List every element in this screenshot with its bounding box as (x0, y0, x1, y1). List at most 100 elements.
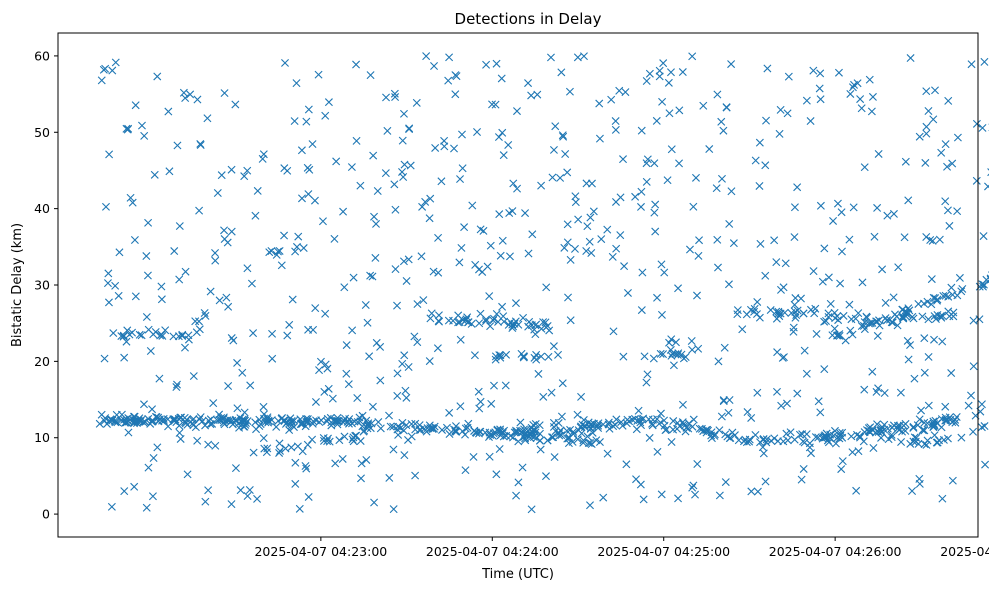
detection-point (352, 136, 361, 145)
detection-point (130, 236, 139, 244)
detection-point (734, 436, 743, 445)
detection-point (594, 421, 603, 430)
detection-point (518, 463, 527, 472)
detection-point (906, 54, 915, 63)
detection-point (474, 265, 483, 274)
detection-point (164, 107, 173, 116)
detection-point (691, 490, 700, 499)
detection-point (659, 59, 668, 68)
detection-point (807, 449, 815, 458)
detection-point (444, 316, 453, 325)
detection-point (586, 501, 594, 510)
detection-point (745, 435, 754, 444)
detection-point (904, 355, 913, 364)
detection-point (434, 311, 443, 320)
detection-point (582, 247, 591, 255)
detection-point (532, 355, 541, 364)
detection-point (944, 307, 953, 316)
detection-point (154, 417, 163, 426)
detection-point (824, 309, 833, 318)
detection-point (783, 109, 792, 118)
detection-point (425, 421, 434, 430)
detection-point (712, 184, 721, 193)
detection-point (150, 170, 159, 179)
detection-point (243, 264, 252, 273)
detection-point (594, 419, 603, 428)
detection-point (689, 202, 698, 211)
detection-point (498, 302, 507, 311)
detection-point (648, 415, 657, 424)
detection-point (830, 324, 839, 333)
detection-point (275, 448, 284, 457)
detection-point (101, 202, 110, 211)
detection-point (901, 419, 910, 428)
detection-point (889, 209, 898, 218)
detection-point (124, 414, 133, 423)
detection-point (783, 436, 792, 445)
detection-point (657, 260, 666, 269)
detection-point (191, 317, 200, 326)
detection-point (180, 413, 189, 422)
detection-point (656, 349, 665, 358)
detection-point (389, 505, 398, 514)
detection-point (839, 311, 848, 320)
detection-point (541, 318, 550, 327)
detection-point (536, 445, 545, 454)
detection-point (949, 308, 958, 317)
detection-point (569, 427, 578, 436)
detection-point (486, 241, 495, 250)
detection-point (705, 145, 714, 154)
detection-point (456, 402, 465, 411)
detection-point (391, 265, 400, 274)
detection-point (645, 433, 654, 442)
detection-point (294, 232, 303, 241)
detection-point (566, 316, 575, 325)
detection-point (165, 167, 174, 176)
detection-point (115, 248, 124, 257)
detection-point (304, 190, 313, 199)
detection-point (206, 287, 215, 296)
detection-point (209, 399, 218, 408)
detection-point (220, 89, 229, 98)
detection-point (393, 301, 402, 310)
detection-point (181, 267, 190, 276)
detection-point (678, 400, 687, 409)
detection-point (930, 420, 939, 429)
detection-point (631, 192, 640, 201)
detection-point (243, 491, 252, 500)
detection-point (501, 381, 510, 390)
detection-point (353, 394, 362, 402)
detection-point (549, 433, 558, 442)
detection-point (488, 100, 497, 109)
detection-point (489, 316, 498, 325)
detection-point (864, 424, 873, 433)
detection-point (514, 437, 523, 446)
detection-point (816, 201, 825, 210)
detection-point (383, 126, 392, 135)
detection-point (756, 239, 765, 248)
detection-point (903, 336, 912, 345)
detection-point (429, 267, 438, 276)
detection-point (787, 308, 796, 317)
detection-point (231, 100, 240, 109)
detection-point (537, 352, 546, 361)
detection-point (273, 247, 282, 256)
detection-point (399, 426, 408, 435)
detection-point (406, 161, 415, 170)
detection-point (675, 159, 684, 168)
detection-point (400, 451, 409, 460)
detection-point (531, 321, 540, 330)
detection-point (878, 423, 887, 432)
detection-point (412, 98, 421, 107)
detection-point (837, 208, 846, 217)
detection-point (682, 423, 691, 432)
detection-point (632, 425, 641, 434)
detection-point (227, 227, 236, 236)
detection-point (489, 314, 498, 323)
detection-point (868, 367, 877, 376)
detection-point (171, 415, 180, 424)
detection-point (335, 436, 344, 445)
detection-point (519, 353, 528, 362)
detection-point (107, 502, 116, 511)
detection-point (923, 419, 932, 428)
